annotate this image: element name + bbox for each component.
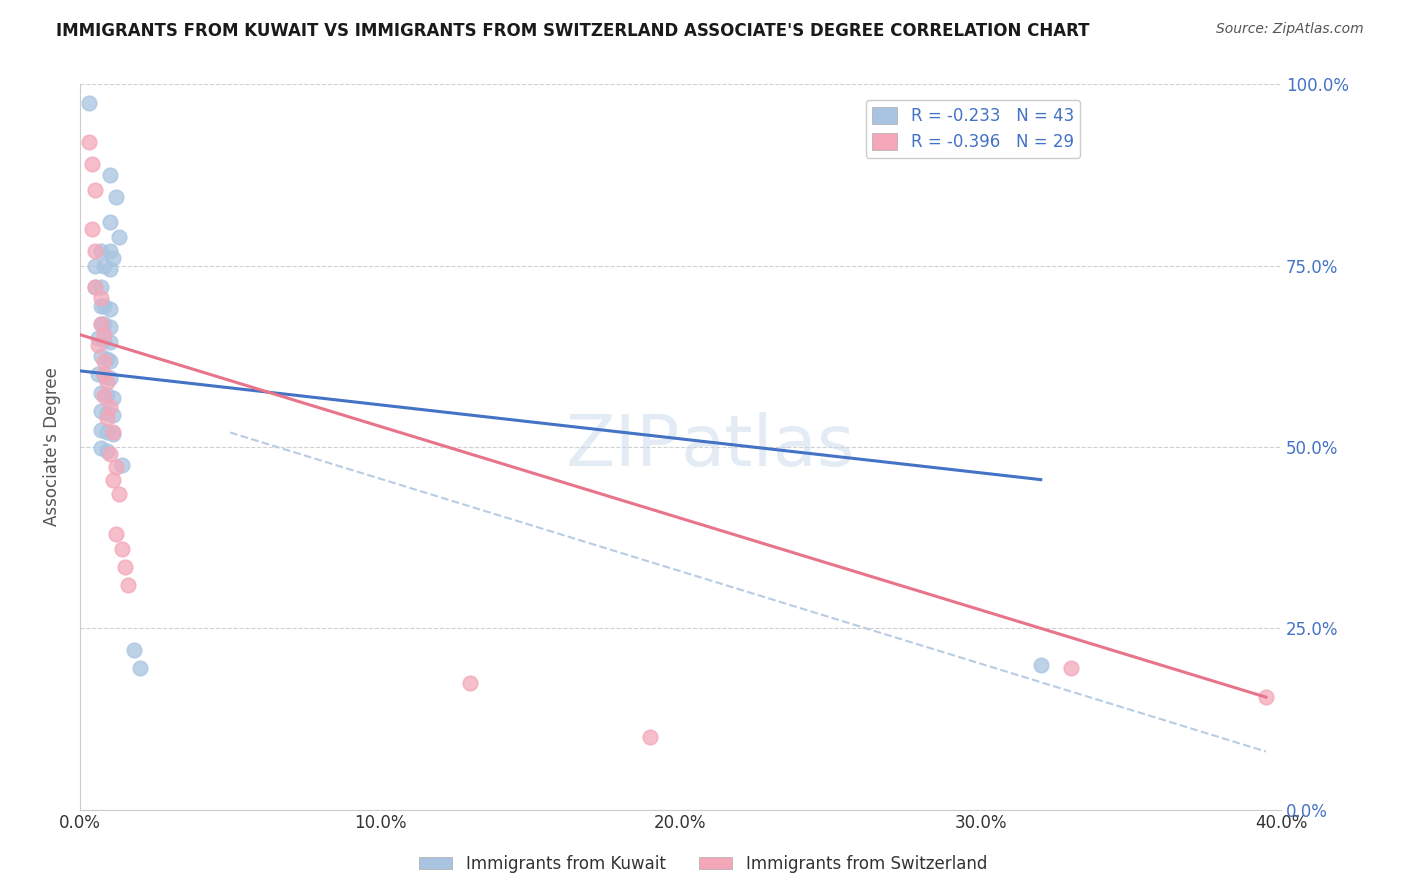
Point [87,368,110,382]
Point [101,473,124,487]
Point [93,317,115,331]
Point [1254,690,1277,705]
Point [83,183,105,197]
Point [90,442,112,456]
Point [104,190,127,204]
Point [129,661,152,675]
Point [98,354,121,368]
Point [90,423,112,437]
Point [90,317,112,331]
Point [458,675,481,690]
Point [90,280,112,294]
Point [93,327,115,342]
Point [77,136,100,150]
Point [93,368,115,382]
Point [83,259,105,273]
Point [83,280,105,294]
Point [87,331,110,345]
Text: Source: ZipAtlas.com: Source: ZipAtlas.com [1216,22,1364,37]
Point [98,262,121,277]
Point [80,157,103,171]
Point [101,391,124,405]
Point [98,334,121,349]
Point [93,333,115,347]
Point [80,222,103,236]
Point [111,541,134,556]
Point [90,349,112,363]
Point [90,299,112,313]
Point [96,388,118,402]
Text: atlas: atlas [681,412,855,482]
Point [90,291,112,305]
Point [101,425,124,440]
Point [101,426,124,441]
Point [101,252,124,266]
Point [1029,657,1052,672]
Point [90,403,112,417]
Point [98,302,121,317]
Point [90,317,112,331]
Legend: R = -0.233   N = 43, R = -0.396   N = 29: R = -0.233 N = 43, R = -0.396 N = 29 [866,100,1080,158]
Point [93,299,115,313]
Point [98,320,121,334]
Point [96,406,118,420]
Point [96,411,118,425]
Y-axis label: Associate's Degree: Associate's Degree [44,368,60,526]
Point [117,578,139,592]
Point [93,259,115,273]
Point [98,447,121,461]
Point [90,244,112,259]
Point [111,458,134,472]
Point [640,730,662,744]
Point [98,371,121,385]
Point [104,460,127,475]
Point [96,443,118,458]
Point [108,487,131,501]
Point [98,215,121,229]
Point [87,338,110,352]
Point [93,368,115,383]
Point [96,425,118,439]
Point [96,351,118,366]
Point [93,389,115,403]
Point [98,168,121,182]
Point [98,400,121,414]
Point [108,229,131,244]
Point [83,244,105,259]
Legend: Immigrants from Kuwait, Immigrants from Switzerland: Immigrants from Kuwait, Immigrants from … [412,848,994,880]
Point [114,559,136,574]
Point [93,354,115,368]
Point [83,280,105,294]
Point [98,244,121,259]
Text: IMMIGRANTS FROM KUWAIT VS IMMIGRANTS FROM SWITZERLAND ASSOCIATE'S DEGREE CORRELA: IMMIGRANTS FROM KUWAIT VS IMMIGRANTS FRO… [56,22,1090,40]
Point [90,385,112,400]
Point [122,643,145,657]
Point [96,375,118,389]
Point [101,408,124,422]
Text: ZIP: ZIP [565,412,681,482]
Point [1060,661,1083,675]
Point [77,95,100,110]
Point [104,527,127,541]
